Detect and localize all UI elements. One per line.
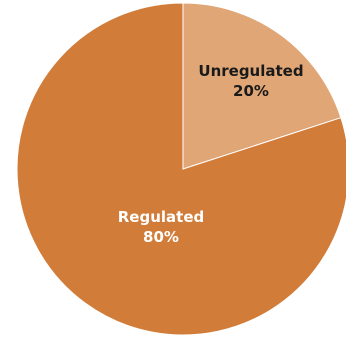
slice-label-unregulated: Unregulated	[198, 62, 303, 80]
slice-value-unregulated: 20%	[233, 82, 269, 100]
slice-value-regulated: 80%	[143, 228, 179, 246]
pie-slice-regulated	[16, 2, 346, 336]
slice-label-regulated: Regulated	[118, 208, 204, 226]
pie-slices	[16, 2, 346, 336]
pie-labels: Unregulated 20% Regulated 80%	[118, 62, 304, 246]
pie-slice-unregulated	[182, 2, 342, 170]
